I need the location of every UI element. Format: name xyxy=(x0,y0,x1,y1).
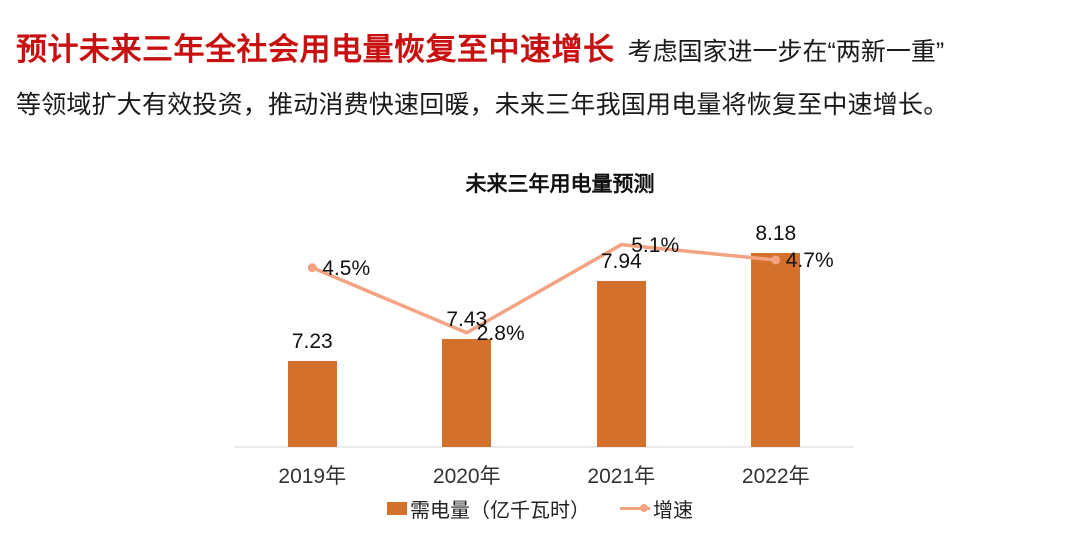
legend-label-demand: 需电量（亿千瓦时） xyxy=(410,500,590,522)
intro-text-part1: 考虑国家进一步在“两新一重” xyxy=(627,38,945,66)
bar-2022年 xyxy=(751,253,801,447)
growth-point-label: 5.1% xyxy=(631,233,680,257)
bar-value-label: 7.23 xyxy=(291,330,333,353)
bar-series-swatch-icon xyxy=(387,502,407,515)
line-series-swatch-icon xyxy=(620,502,650,515)
x-axis-label: 2022年 xyxy=(741,465,810,488)
bar-2021年 xyxy=(596,281,646,447)
intro-text-part2: 等领域扩大有效投资，推动消费快速回暖，未来三年我国用电量将恢复至中速增长。 xyxy=(16,91,949,119)
x-axis-label: 2021年 xyxy=(587,465,656,488)
page-title: 预计未来三年全社会用电量恢复至中速增长 xyxy=(16,32,615,67)
growth-line-marker xyxy=(307,263,317,273)
legend-label-growth: 增速 xyxy=(653,500,693,522)
legend-item-demand: 需电量（亿千瓦时） xyxy=(387,494,590,523)
x-axis-line xyxy=(235,446,853,448)
x-axis-label: 2020年 xyxy=(432,465,501,488)
legend-item-growth: 增速 xyxy=(620,494,693,523)
chart-title: 未来三年用电量预测 xyxy=(465,173,655,196)
bar-2019年 xyxy=(287,361,337,447)
header: 预计未来三年全社会用电量恢复至中速增长 考虑国家进一步在“两新一重” 等领域扩大… xyxy=(16,24,1076,121)
combo-chart: 未来三年用电量预测 7.23 2019年 4.5% 7.43 2020年 2.8% 7.94… xyxy=(0,150,1080,533)
header-line1: 预计未来三年全社会用电量恢复至中速增长 考虑国家进一步在“两新一重” xyxy=(16,24,1076,69)
bar-value-label: 8.18 xyxy=(755,222,797,245)
growth-point-label: 4.7% xyxy=(785,248,834,272)
chart-legend: 需电量（亿千瓦时） 增速 xyxy=(0,494,1080,523)
growth-point-label: 2.8% xyxy=(476,321,525,345)
bar-2020年 xyxy=(442,339,492,447)
growth-point-label: 4.5% xyxy=(322,256,371,280)
x-axis-label: 2019年 xyxy=(278,465,347,488)
